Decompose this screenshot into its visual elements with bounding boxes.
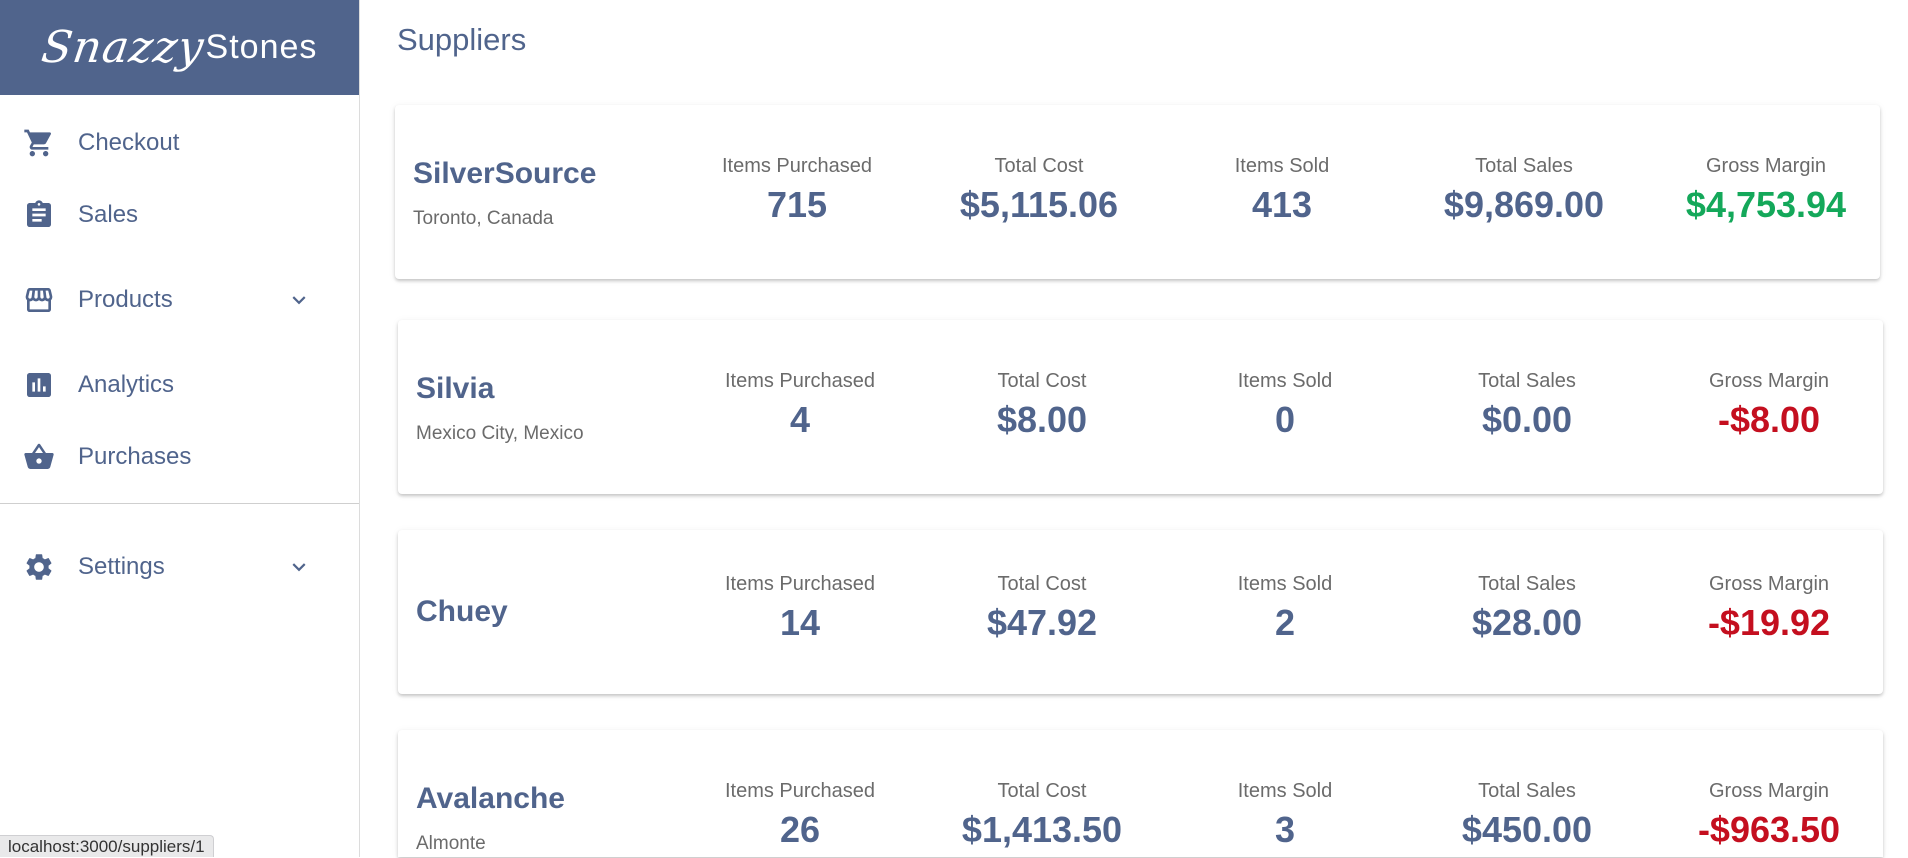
stat-value: $28.00 [1471,602,1583,643]
stat-value: $47.92 [986,602,1098,643]
supplier-card[interactable]: SilverSource Toronto, Canada Items Purch… [395,105,1880,279]
stat-label: Total Cost [997,370,1087,392]
stat-items-purchased: Items Purchased 26 [680,780,920,851]
stat-label: Items Purchased [724,370,876,392]
stat-value: 26 [779,809,821,850]
sidebar: Snazzy Stones Checkout Sales Products [0,0,360,857]
stat-label: Gross Margin [1705,155,1827,177]
bar-chart-icon [22,368,56,402]
clipboard-icon [22,198,56,232]
stat-items-sold: Items Sold 3 [1165,780,1405,851]
chevron-down-icon[interactable] [286,554,312,580]
supplier-name[interactable]: Avalanche [416,782,565,815]
stat-gross-margin: Gross Margin $4,753.94 [1646,155,1886,226]
stat-label: Total Cost [997,573,1087,595]
stat-total-sales: Total Sales $0.00 [1407,370,1647,441]
stat-gross-margin: Gross Margin -$963.50 [1649,780,1889,851]
stat-value: $0.00 [1481,399,1573,440]
sidebar-item-products[interactable]: Products [0,272,359,328]
sidebar-item-analytics[interactable]: Analytics [0,357,359,413]
stat-total-sales: Total Sales $450.00 [1407,780,1647,851]
supplier-name[interactable]: Silvia [416,372,495,405]
sidebar-divider [0,503,359,504]
supplier-location: Almonte [416,833,486,854]
stat-label: Items Purchased [721,155,873,177]
stat-value: 2 [1274,602,1296,643]
stat-total-sales: Total Sales $9,869.00 [1404,155,1644,226]
storefront-icon [22,283,56,317]
sidebar-item-sales[interactable]: Sales [0,187,359,243]
supplier-name[interactable]: SilverSource [413,157,597,190]
stat-label: Items Purchased [724,573,876,595]
stat-value: $1,413.50 [961,809,1123,850]
stat-value: 14 [779,602,821,643]
stat-value: -$19.92 [1707,602,1831,643]
stat-value: $8.00 [996,399,1088,440]
stat-value: $5,115.06 [959,184,1119,225]
stat-total-sales: Total Sales $28.00 [1407,573,1647,644]
stat-label: Gross Margin [1708,573,1830,595]
stat-items-purchased: Items Purchased 715 [677,155,917,226]
stat-label: Items Sold [1237,780,1333,802]
brand-logo-plain: Stones [205,28,318,66]
supplier-card[interactable]: Silvia Mexico City, Mexico Items Purchas… [398,320,1883,494]
sidebar-item-settings[interactable]: Settings [0,539,359,595]
stat-label: Total Cost [997,780,1087,802]
stat-label: Gross Margin [1708,780,1830,802]
sidebar-item-label: Checkout [78,129,180,156]
stat-value: $4,753.94 [1685,184,1847,225]
sidebar-item-label: Sales [78,201,139,228]
stat-value: $450.00 [1461,809,1593,850]
sidebar-item-label: Purchases [78,443,192,470]
stat-gross-margin: Gross Margin -$19.92 [1649,573,1889,644]
stat-value: 413 [1251,184,1313,225]
stat-items-sold: Items Sold 2 [1165,573,1405,644]
supplier-card[interactable]: Chuey Items Purchased 14 Total Cost $47.… [398,530,1883,694]
supplier-name[interactable]: Chuey [416,595,508,628]
status-bar-url: localhost:3000/suppliers/1 [0,835,214,857]
basket-icon [22,440,56,474]
stat-value: 4 [789,399,811,440]
stat-items-purchased: Items Purchased 4 [680,370,920,441]
brand-logo-script: Snazzy [38,22,208,73]
stat-value: 715 [766,184,828,225]
stat-label: Items Sold [1234,155,1330,177]
gear-icon [22,550,56,584]
stat-label: Total Sales [1478,780,1576,802]
brand-logo[interactable]: Snazzy Stones [0,0,359,95]
stat-label: Items Sold [1237,573,1333,595]
sidebar-item-label: Analytics [78,371,175,398]
stat-gross-margin: Gross Margin -$8.00 [1649,370,1889,441]
stat-value: $9,869.00 [1443,184,1605,225]
stat-label: Items Sold [1237,370,1333,392]
stat-value: -$963.50 [1697,809,1841,850]
page-title: Suppliers [397,22,527,57]
stat-label: Total Sales [1478,370,1576,392]
sidebar-item-label: Products [78,286,173,313]
cart-icon [22,126,56,160]
stat-value: 3 [1274,809,1296,850]
stat-items-sold: Items Sold 0 [1165,370,1405,441]
stat-total-cost: Total Cost $47.92 [922,573,1162,644]
chevron-down-icon[interactable] [286,287,312,313]
stat-value: 0 [1274,399,1296,440]
stat-label: Total Cost [994,155,1084,177]
sidebar-item-label: Settings [78,553,165,580]
stat-value: -$8.00 [1717,399,1821,440]
supplier-card[interactable]: Avalanche Almonte Items Purchased 26 Tot… [398,730,1883,857]
supplier-location: Toronto, Canada [413,208,554,229]
stat-items-purchased: Items Purchased 14 [680,573,920,644]
stat-label: Total Sales [1475,155,1573,177]
supplier-location: Mexico City, Mexico [416,423,584,444]
stat-label: Gross Margin [1708,370,1830,392]
sidebar-item-purchases[interactable]: Purchases [0,429,359,485]
sidebar-item-checkout[interactable]: Checkout [0,115,359,171]
stat-items-sold: Items Sold 413 [1162,155,1402,226]
stat-total-cost: Total Cost $5,115.06 [919,155,1159,226]
stat-label: Items Purchased [724,780,876,802]
stat-total-cost: Total Cost $8.00 [922,370,1162,441]
stat-label: Total Sales [1478,573,1576,595]
stat-total-cost: Total Cost $1,413.50 [922,780,1162,851]
